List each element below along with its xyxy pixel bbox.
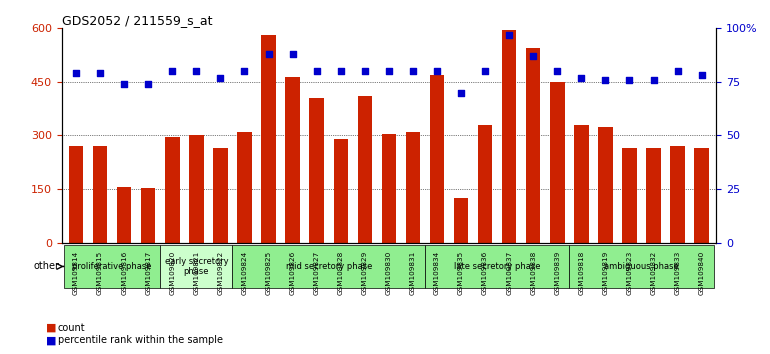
Point [334,68,346,74]
Text: GSM109839: GSM109839 [554,250,561,295]
Bar [333,139,348,242]
Point [263,51,275,57]
Point [623,77,635,82]
FancyBboxPatch shape [569,245,714,288]
Text: ■: ■ [46,335,57,346]
Text: GSM109820: GSM109820 [169,250,176,295]
Bar [502,30,517,242]
Bar [526,48,541,242]
Text: GSM109831: GSM109831 [410,250,416,295]
Point [142,81,154,87]
Text: GSM109826: GSM109826 [290,250,296,295]
Text: GSM109823: GSM109823 [627,250,632,295]
Text: GSM109836: GSM109836 [482,250,488,295]
Text: GSM109835: GSM109835 [458,250,464,295]
Text: GSM109840: GSM109840 [698,250,705,295]
Bar [69,146,83,242]
Point [407,68,419,74]
FancyBboxPatch shape [160,245,233,288]
Text: GSM109817: GSM109817 [146,250,151,295]
Text: GSM109828: GSM109828 [338,250,343,295]
Text: GSM109829: GSM109829 [362,250,368,295]
Text: mid secretory phase: mid secretory phase [286,262,372,271]
Point [671,68,684,74]
Point [359,68,371,74]
Text: GSM109825: GSM109825 [266,250,272,295]
Point [455,90,467,96]
Point [479,68,491,74]
Text: early secretory
phase: early secretory phase [165,257,228,276]
Text: GSM109837: GSM109837 [506,250,512,295]
Point [695,73,708,78]
Text: GSM109832: GSM109832 [651,250,657,295]
Bar [574,125,588,242]
Point [503,32,515,38]
Bar [598,127,613,242]
Text: late secretory phase: late secretory phase [454,262,541,271]
Bar [382,134,396,242]
Text: ■: ■ [46,323,57,333]
Bar [406,132,420,242]
Bar [117,187,132,242]
Bar [189,136,203,242]
Point [383,68,395,74]
Bar [261,35,276,242]
Point [238,68,250,74]
Text: GSM109834: GSM109834 [434,250,440,295]
Text: GSM109822: GSM109822 [217,250,223,295]
Bar [671,146,685,242]
Text: GSM109818: GSM109818 [578,250,584,295]
Point [648,77,660,82]
Point [166,68,179,74]
Text: GSM109821: GSM109821 [193,250,199,295]
Point [94,70,106,76]
Point [527,53,539,59]
Bar [622,148,637,242]
Text: GSM109824: GSM109824 [242,250,247,295]
Text: percentile rank within the sample: percentile rank within the sample [58,335,223,346]
Bar [237,132,252,242]
Bar [454,198,468,242]
Text: other: other [33,262,59,272]
Point [214,75,226,80]
FancyBboxPatch shape [233,245,425,288]
Text: GSM109838: GSM109838 [531,250,536,295]
Text: GSM109830: GSM109830 [386,250,392,295]
Bar [646,148,661,242]
Text: GSM109814: GSM109814 [73,250,79,295]
Point [310,68,323,74]
Bar [165,137,179,242]
Point [551,68,564,74]
Text: count: count [58,323,85,333]
Text: GSM109819: GSM109819 [602,250,608,295]
Bar [478,125,492,242]
Point [190,68,203,74]
Text: GSM109827: GSM109827 [313,250,320,295]
Text: GSM109833: GSM109833 [675,250,681,295]
Point [599,77,611,82]
Bar [550,82,564,242]
Bar [93,146,107,242]
Text: proliferative phase: proliferative phase [72,262,152,271]
Text: ambiguous phase: ambiguous phase [604,262,679,271]
FancyBboxPatch shape [64,245,160,288]
Bar [430,75,444,242]
FancyBboxPatch shape [425,245,569,288]
Bar [213,148,228,242]
Point [118,81,130,87]
Point [430,68,443,74]
Text: GDS2052 / 211559_s_at: GDS2052 / 211559_s_at [62,14,212,27]
Bar [357,96,372,242]
Point [70,70,82,76]
Bar [310,98,324,242]
Text: GSM109815: GSM109815 [97,250,103,295]
Point [286,51,299,57]
Bar [286,76,300,242]
Bar [141,188,156,242]
Point [575,75,588,80]
Text: GSM109816: GSM109816 [121,250,127,295]
Bar [695,148,709,242]
